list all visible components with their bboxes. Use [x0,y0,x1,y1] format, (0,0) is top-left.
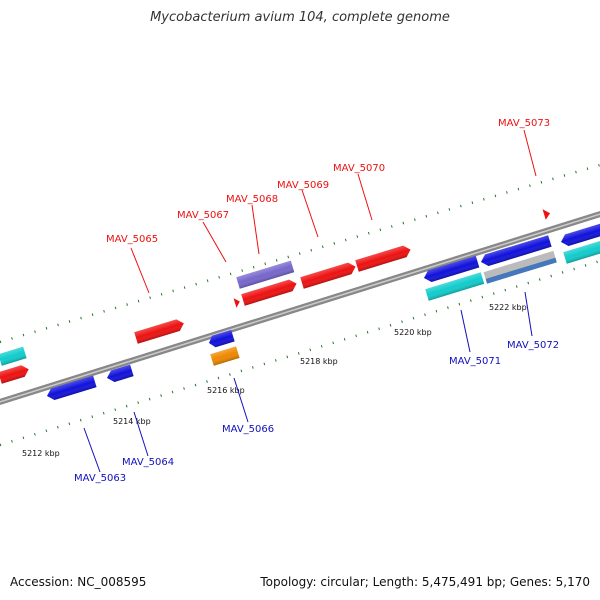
scale-label: 5222 kbp [489,303,527,312]
gene-label: MAV_5073 [498,118,550,129]
scale-label: 5220 kbp [394,328,432,337]
gene-feature [210,346,240,366]
gene-feature [483,250,557,284]
gene-feature [355,245,411,272]
gene-feature [236,260,295,289]
gene-feature [425,272,485,301]
scale-label: 5218 kbp [300,357,338,366]
gene-feature [424,255,480,282]
scale-label: 5216 kbp [207,386,245,395]
gene-feature [47,375,97,400]
gene-label: MAV_5063 [74,473,126,484]
gene-feature [0,365,29,384]
gene-feature [561,223,600,246]
backbone [0,210,600,406]
gene-labels-bottom[interactable]: MAV_5063 MAV_5064 MAV_5066 MAV_5071 MAV_… [74,340,559,484]
gene-label: MAV_5068 [226,194,278,205]
gene-feature [233,298,240,308]
gene-label: MAV_5072 [507,340,559,351]
scale-label: 5214 kbp [113,417,151,426]
lower-tick-row [0,259,600,447]
gene-label: MAV_5071 [449,356,501,367]
gene-feature [134,319,184,344]
upper-tick-row [0,163,600,344]
label-leaders-top [130,129,537,294]
scale-labels: 5212 kbp 5214 kbp 5216 kbp 5218 kbp 5220… [22,303,527,458]
gene-label: MAV_5065 [106,234,158,245]
gene-labels-top[interactable]: MAV_5065 MAV_5067 MAV_5068 MAV_5069 MAV_… [106,118,550,245]
gene-feature [107,364,134,382]
map-title: Mycobacterium avium 104, complete genome [150,10,450,25]
gene-feature [563,240,600,264]
gene-features[interactable] [0,207,600,401]
gene-label: MAV_5070 [333,163,385,174]
gene-feature [0,346,27,366]
gene-feature [209,329,235,348]
scale-label: 5212 kbp [22,449,60,458]
gene-label: MAV_5069 [277,180,329,191]
gene-feature [481,235,552,266]
gene-feature [542,209,551,220]
accession-text: Accession: NC_008595 [10,575,147,589]
gene-label: MAV_5064 [122,457,174,468]
label-leaders-bottom [83,291,533,473]
gene-feature [300,262,356,289]
gene-label: MAV_5066 [222,424,274,435]
gene-feature [241,279,297,306]
gene-label: MAV_5067 [177,210,229,221]
genome-summary-text: Topology: circular; Length: 5,475,491 bp… [260,575,590,589]
